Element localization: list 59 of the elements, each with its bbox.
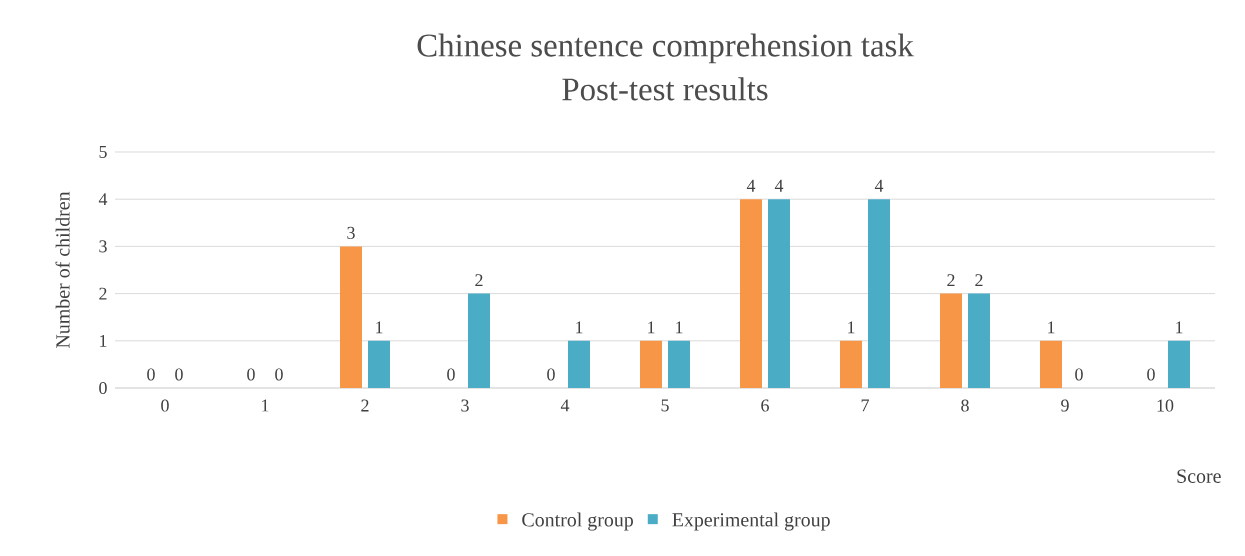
data-label: 1 bbox=[648, 321, 655, 334]
bar bbox=[768, 199, 790, 388]
data-label: 1 bbox=[848, 321, 855, 334]
data-label: 0 bbox=[1075, 368, 1083, 381]
bar bbox=[468, 293, 490, 388]
legend-label: Control group bbox=[522, 512, 633, 531]
data-label: 2 bbox=[975, 274, 983, 287]
bar bbox=[840, 340, 862, 388]
bar bbox=[340, 246, 362, 388]
bar bbox=[740, 199, 762, 388]
data-label: 0 bbox=[1147, 368, 1155, 381]
data-label: 4 bbox=[874, 179, 884, 192]
chart-subtitle: Post-test results bbox=[562, 77, 768, 101]
y-tick-label: 5 bbox=[99, 146, 107, 158]
data-label: 1 bbox=[576, 321, 583, 334]
chart-title: Chinese sentence comprehension task bbox=[417, 33, 914, 64]
x-tick-label: 8 bbox=[961, 399, 969, 412]
data-label: 1 bbox=[676, 321, 683, 334]
data-label: 1 bbox=[1048, 321, 1055, 334]
y-tick-label: 0 bbox=[99, 381, 107, 395]
x-tick-label: 10 bbox=[1157, 399, 1174, 412]
data-label: 0 bbox=[447, 368, 455, 381]
legend-label: Experimental group bbox=[672, 512, 830, 531]
data-label: 1 bbox=[1176, 321, 1183, 334]
x-tick-label: 1 bbox=[262, 399, 269, 412]
x-axis-title: Score bbox=[1177, 469, 1221, 483]
x-tick-label: 9 bbox=[1061, 399, 1069, 412]
data-label: 1 bbox=[376, 321, 383, 334]
y-tick-label: 4 bbox=[98, 193, 108, 206]
data-label: 4 bbox=[746, 179, 756, 192]
y-tick-label: 2 bbox=[99, 287, 107, 300]
x-tick-label: 0 bbox=[161, 399, 169, 412]
data-label: 2 bbox=[475, 274, 483, 287]
bar bbox=[940, 293, 962, 388]
x-tick-label: 5 bbox=[661, 399, 669, 412]
data-label: 0 bbox=[147, 368, 155, 381]
data-label: 3 bbox=[347, 226, 355, 239]
x-tick-label: 7 bbox=[861, 399, 869, 412]
data-label: 4 bbox=[774, 179, 784, 192]
bar bbox=[668, 340, 690, 388]
data-label: 0 bbox=[547, 368, 555, 381]
bar bbox=[968, 293, 990, 388]
bar bbox=[368, 340, 390, 388]
x-tick-label: 6 bbox=[761, 399, 769, 412]
x-tick-label: 3 bbox=[461, 399, 469, 412]
bar bbox=[640, 340, 662, 388]
y-tick-label: 1 bbox=[100, 334, 107, 347]
y-axis-title: Number of children bbox=[55, 191, 70, 348]
y-tick-label: 3 bbox=[99, 240, 107, 253]
x-tick-label: 2 bbox=[361, 399, 369, 412]
data-label: 0 bbox=[175, 368, 183, 381]
bar bbox=[568, 340, 590, 388]
bar bbox=[1168, 340, 1190, 388]
x-tick-label: 4 bbox=[560, 399, 570, 412]
bar bbox=[868, 199, 890, 388]
data-label: 2 bbox=[947, 274, 955, 287]
data-label: 0 bbox=[275, 368, 283, 381]
data-label: 0 bbox=[247, 368, 255, 381]
bar bbox=[1040, 340, 1062, 388]
